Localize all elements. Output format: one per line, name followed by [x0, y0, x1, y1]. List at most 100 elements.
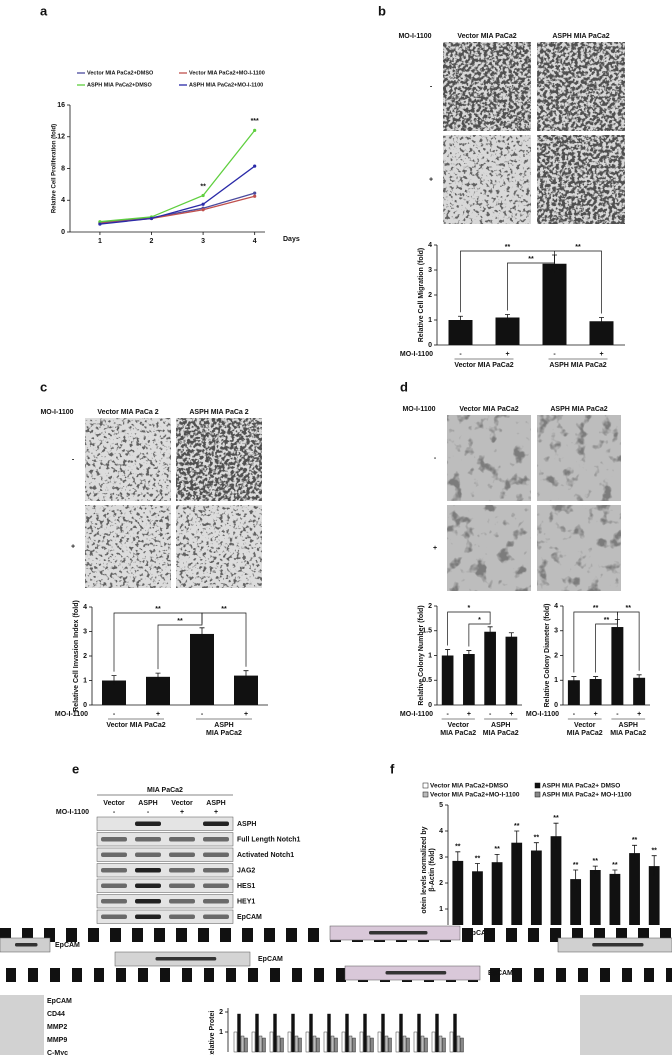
bar	[567, 680, 580, 705]
group-label: Vector	[574, 722, 596, 729]
bracket	[447, 611, 491, 646]
lane-treatment: -	[147, 809, 150, 816]
legend-label: ASPH MIA PaCa2+DMSO	[87, 82, 152, 88]
blot-band	[135, 821, 161, 826]
bar	[463, 654, 475, 705]
bar	[511, 842, 523, 935]
bar	[589, 321, 614, 345]
bracket	[554, 250, 602, 314]
y-tick-label: 1	[428, 652, 432, 659]
fragment-bar	[294, 1035, 299, 1053]
significance: **	[534, 835, 540, 842]
bracket	[201, 612, 247, 667]
bar	[452, 860, 464, 935]
significance: **	[553, 815, 559, 822]
fragment-bar	[359, 1031, 364, 1053]
bar	[472, 871, 483, 935]
blot-band	[101, 852, 127, 857]
glitch-bar	[176, 928, 187, 942]
fragment-bar	[298, 1037, 302, 1053]
glitch-bar	[594, 928, 605, 942]
y-tick-label: 5	[439, 802, 443, 809]
y-tick-label: 2	[83, 653, 87, 660]
y-axis-label: Relative Protei	[209, 1011, 216, 1055]
significance: **	[626, 605, 632, 612]
legend-swatch	[534, 782, 541, 789]
x-tick-label: 1	[98, 238, 102, 245]
legend-label: ASPH MIA PaCa2+MO-I-1100	[189, 82, 263, 88]
fragment-bar	[341, 1031, 346, 1053]
treatment-label: MO-I-1100	[398, 33, 431, 40]
point	[201, 202, 205, 206]
bar	[570, 879, 582, 935]
y-tick-label: 1	[428, 317, 432, 324]
glitch-bar	[94, 968, 104, 982]
blot-strip	[96, 847, 234, 862]
row-label: -	[72, 456, 75, 463]
group-label: MIA PaCa2	[483, 730, 519, 737]
series-line	[99, 165, 256, 225]
blot-strip	[96, 816, 234, 831]
fragment-bar	[305, 1031, 310, 1053]
lane-treatment: -	[113, 809, 116, 816]
point	[253, 194, 257, 198]
significance: ***	[251, 118, 259, 125]
significance: **	[632, 837, 638, 844]
x-tick-label: -	[201, 711, 204, 718]
glitch-bar	[198, 928, 209, 942]
significance: **	[604, 617, 610, 624]
row-label: -	[430, 83, 433, 90]
point	[98, 220, 102, 224]
micrograph-texture	[443, 42, 531, 131]
blot-band	[169, 899, 195, 904]
legend-label: ASPH MIA PaCa2+ DMSO	[542, 783, 620, 790]
fragment-bar	[377, 1031, 382, 1053]
y-tick-label: 0	[554, 702, 558, 709]
glitch-bar	[600, 968, 610, 982]
glitch-bar	[66, 928, 77, 942]
y-tick-label: 4	[61, 197, 65, 204]
error-bar	[599, 317, 604, 325]
glitch-bar	[154, 928, 165, 942]
blot-row-label: EpCAM	[237, 914, 262, 921]
glitch-bar	[28, 968, 38, 982]
blot-band	[135, 868, 161, 873]
fragment-bar	[244, 1037, 248, 1053]
x-tick-label: +	[594, 711, 598, 718]
blot-band	[135, 883, 161, 888]
bar	[491, 862, 503, 935]
lane-label: ASPH	[138, 800, 157, 807]
fragment-bar	[352, 1037, 356, 1053]
blot-fragment	[0, 995, 44, 1055]
fragment-bar	[438, 1035, 443, 1053]
fragment-bar	[388, 1037, 392, 1053]
y-tick-label: 1	[83, 677, 87, 684]
column-header: Vector MIA PaCa2	[457, 33, 516, 40]
significance: **	[612, 862, 618, 869]
glitch-bar	[138, 968, 148, 982]
micrograph-texture	[176, 505, 262, 588]
glitch-bar	[512, 968, 522, 982]
fragment-bar	[424, 1037, 428, 1053]
bracket	[157, 623, 203, 670]
fragment-bar	[456, 1035, 461, 1053]
fragment-bar	[413, 1031, 418, 1053]
fragment-bar	[435, 1013, 439, 1053]
panel-label: e	[72, 761, 79, 776]
x-tick-label: +	[509, 711, 513, 718]
group-label: ASPH	[214, 722, 233, 729]
blot-band	[203, 883, 229, 888]
panel-label: d	[400, 379, 408, 394]
lane-label: ASPH	[206, 800, 225, 807]
blot-band	[169, 868, 195, 873]
blot-band	[135, 899, 161, 904]
significance: **	[651, 848, 657, 855]
band-fragment	[155, 957, 217, 961]
glitch-bar	[572, 928, 583, 942]
row-label: +	[429, 176, 433, 183]
glitch-bar	[242, 928, 253, 942]
error-bar	[199, 627, 205, 641]
glitch-bar	[616, 928, 627, 942]
glitch-bar	[72, 968, 82, 982]
